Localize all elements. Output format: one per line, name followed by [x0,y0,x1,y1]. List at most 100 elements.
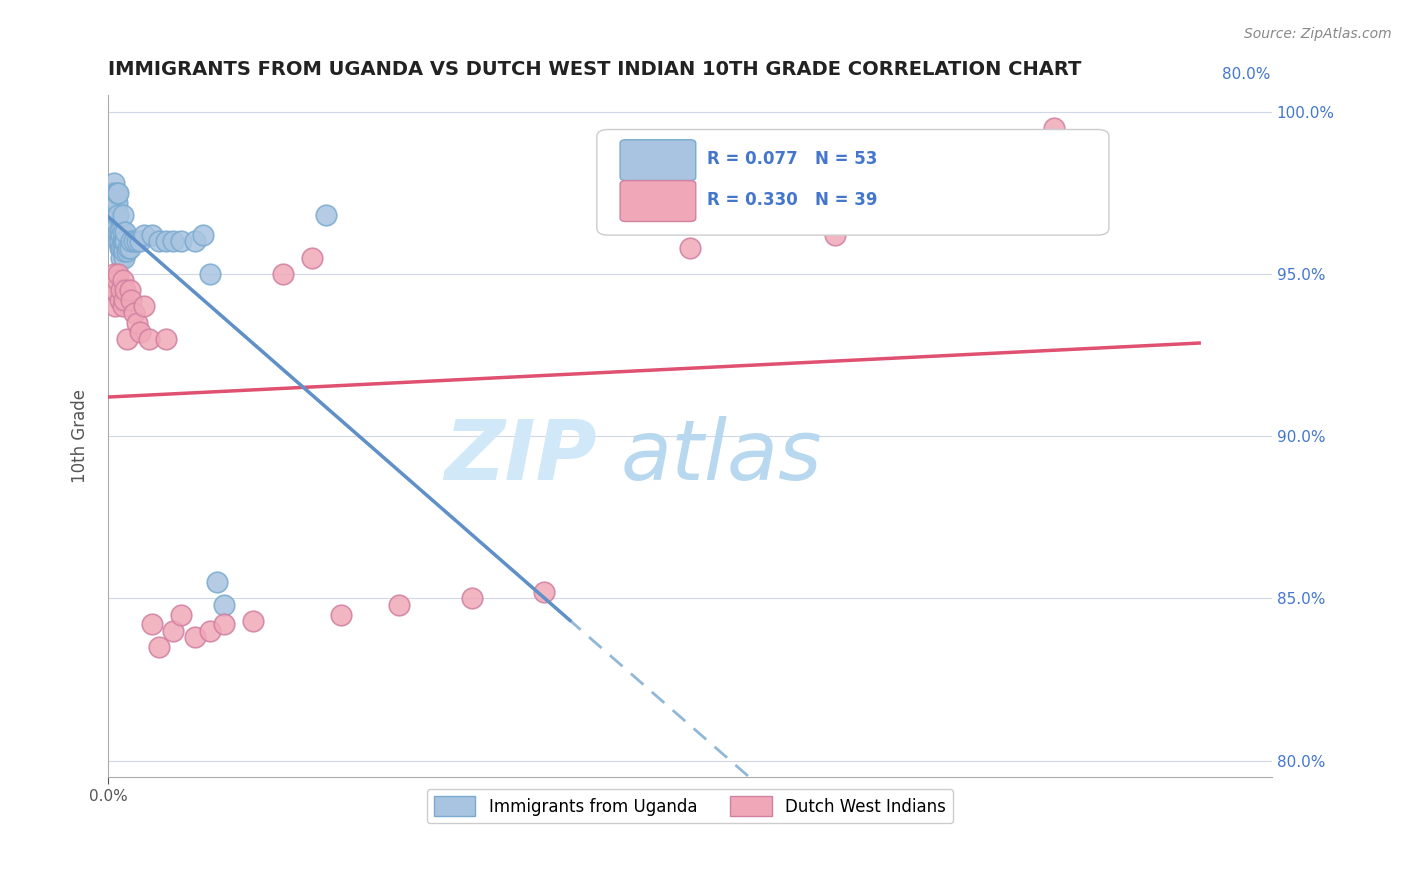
Point [107,209,129,223]
Point [110,251,132,265]
Point [105,219,128,233]
Point [105,186,128,200]
Point [134,299,156,313]
Point [1042,120,1064,135]
Point [111,235,134,249]
Point [155,332,177,346]
Point [104,299,127,313]
Point [111,273,134,287]
Point [105,273,128,287]
Y-axis label: 10th Grade: 10th Grade [72,389,89,483]
Point [205,575,228,590]
Text: atlas: atlas [620,416,821,497]
Point [108,293,131,307]
Point [122,235,145,249]
Point [107,267,129,281]
Point [162,624,184,638]
Point [103,176,125,190]
Point [184,631,207,645]
Point [111,299,134,313]
Text: R = 0.330   N = 39: R = 0.330 N = 39 [707,191,877,209]
Point [329,607,352,622]
Point [118,241,141,255]
Point [111,209,134,223]
Point [103,195,125,210]
Point [170,235,193,249]
Text: ZIP: ZIP [444,416,596,497]
Point [134,227,156,242]
Point [107,186,129,200]
Point [114,283,136,297]
Point [115,244,138,259]
Point [105,195,128,210]
Point [107,225,129,239]
Point [170,607,193,622]
Point [115,332,138,346]
Point [112,251,135,265]
Point [108,241,131,255]
Point [315,209,337,223]
Point [104,186,127,200]
Point [110,227,132,242]
Point [198,267,221,281]
Point [141,227,163,242]
Point [184,235,207,249]
Point [191,227,214,242]
Point [100,202,122,216]
Point [108,235,131,249]
Point [112,293,135,307]
Point [271,267,294,281]
Point [127,316,149,330]
Point [114,235,136,249]
Point [127,235,149,249]
Point [112,235,135,249]
Point [155,235,177,249]
Point [103,267,125,281]
Point [110,283,132,297]
Point [122,306,145,320]
Point [129,326,152,340]
Point [111,241,134,255]
Point [118,283,141,297]
Text: R = 0.077   N = 53: R = 0.077 N = 53 [707,150,877,168]
Point [242,614,264,628]
Point [148,235,170,249]
Point [117,241,139,255]
Point [533,585,555,599]
Point [101,202,124,216]
Point [148,640,170,654]
Point [104,195,127,210]
Point [98,192,121,206]
Text: IMMIGRANTS FROM UGANDA VS DUTCH WEST INDIAN 10TH GRADE CORRELATION CHART: IMMIGRANTS FROM UGANDA VS DUTCH WEST IND… [108,60,1081,78]
Point [108,225,131,239]
Point [460,591,482,606]
Point [100,283,122,297]
FancyBboxPatch shape [596,129,1109,235]
Point [120,293,142,307]
Point [198,624,221,638]
Point [214,617,236,632]
Point [101,283,124,297]
Point [112,244,135,259]
Point [107,235,129,249]
Point [114,225,136,239]
Point [100,186,122,200]
Point [141,617,163,632]
Point [679,241,702,255]
Point [101,192,124,206]
Point [162,235,184,249]
Point [111,225,134,239]
Point [120,235,142,249]
Point [214,598,236,612]
FancyBboxPatch shape [620,140,696,180]
FancyBboxPatch shape [620,180,696,221]
Point [104,202,127,216]
Point [129,235,152,249]
Point [104,283,127,297]
Point [110,241,132,255]
Text: Source: ZipAtlas.com: Source: ZipAtlas.com [1244,27,1392,41]
Legend: Immigrants from Uganda, Dutch West Indians: Immigrants from Uganda, Dutch West India… [427,789,953,823]
Text: 80.0%: 80.0% [1222,67,1271,82]
Point [301,251,323,265]
Point [824,227,846,242]
